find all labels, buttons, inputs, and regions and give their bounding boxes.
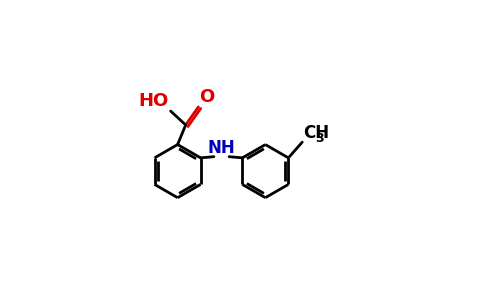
Text: NH: NH: [208, 139, 235, 157]
Text: 3: 3: [316, 132, 324, 145]
Text: CH: CH: [303, 124, 330, 142]
Text: HO: HO: [138, 92, 169, 110]
Text: O: O: [199, 88, 215, 106]
